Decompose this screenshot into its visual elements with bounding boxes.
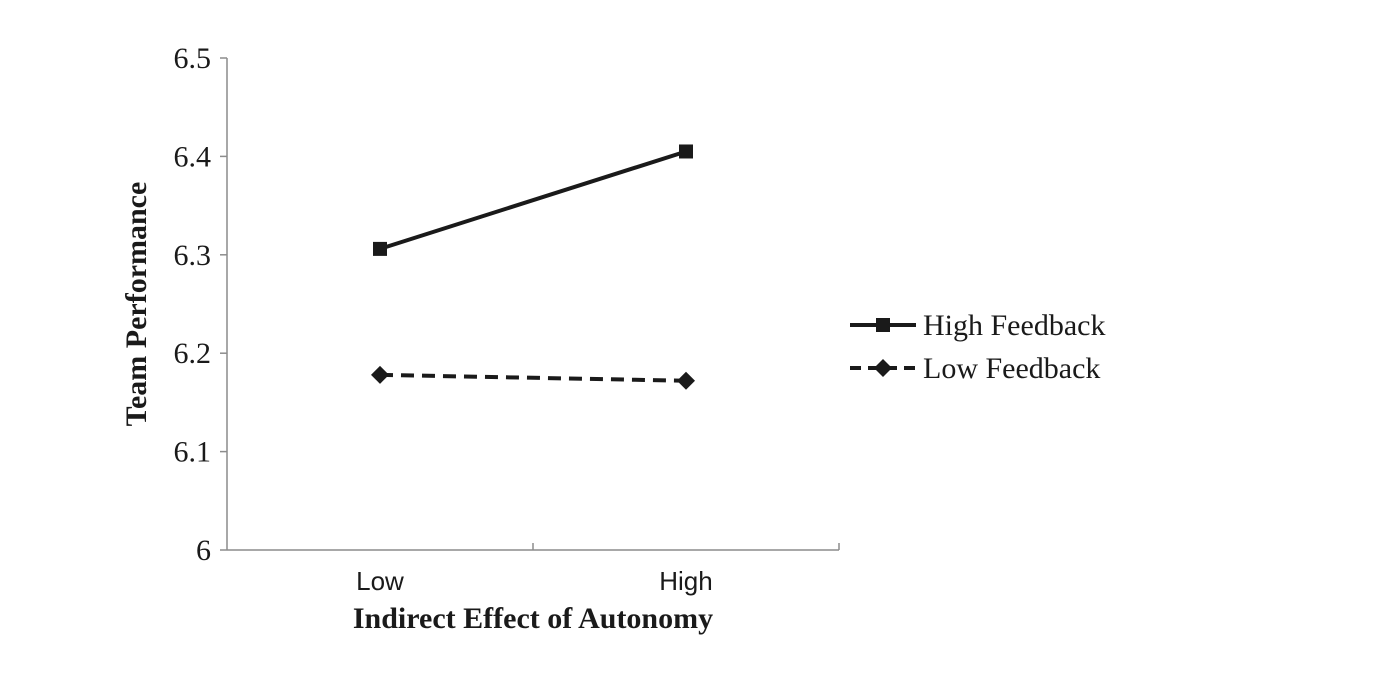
- x-tick-label: High: [659, 566, 712, 596]
- legend-item: Low Feedback: [850, 352, 1100, 385]
- y-tick-label: 6.3: [174, 239, 212, 272]
- series-low-feedback: [371, 365, 695, 390]
- legend-marker-square: [876, 318, 890, 332]
- data-point-square: [373, 241, 387, 256]
- x-axis-title: Indirect Effect of Autonomy: [353, 602, 713, 635]
- axes: [226, 58, 839, 551]
- series-layer: [371, 144, 695, 390]
- legend-label: Low Feedback: [923, 352, 1100, 385]
- y-tick-label: 6.4: [174, 140, 212, 173]
- series-line: [379, 149, 687, 251]
- data-point-diamond: [371, 365, 389, 384]
- series-high-feedback: [373, 144, 693, 256]
- legend-item: High Feedback: [850, 309, 1105, 342]
- legend: High Feedback Low Feedback: [850, 309, 1105, 385]
- y-tick-label: 6.1: [174, 436, 212, 469]
- series-line: [379, 372, 687, 383]
- y-ticks: 6 6.1 6.2 6.3 6.4 6.5: [174, 42, 227, 567]
- data-point-square: [679, 144, 693, 159]
- y-axis-title: Team Performance: [120, 182, 153, 427]
- legend-marker-diamond: [874, 359, 892, 377]
- x-tick-label: Low: [356, 566, 404, 596]
- y-tick-label: 6.5: [174, 42, 212, 75]
- y-tick-label: 6.2: [174, 337, 212, 370]
- x-ticks: Low High: [356, 543, 840, 596]
- legend-label: High Feedback: [923, 309, 1105, 342]
- y-tick-label: 6: [196, 534, 211, 567]
- data-point-diamond: [677, 371, 695, 390]
